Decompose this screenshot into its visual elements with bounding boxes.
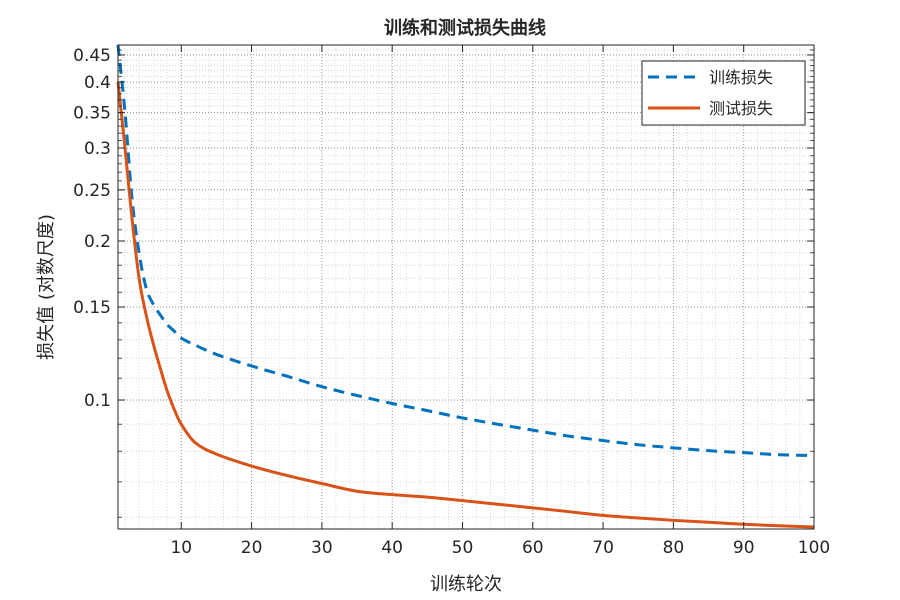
- legend: 训练损失 测试损失: [641, 60, 806, 126]
- x-tick-label: 20: [241, 538, 263, 558]
- x-tick-label: 30: [311, 538, 333, 558]
- plot-frame: [117, 44, 815, 530]
- x-tick-label: 50: [452, 538, 474, 558]
- x-tick-label: 100: [798, 538, 830, 558]
- x-axis-label: 训练轮次: [430, 574, 502, 595]
- y-tick-label: 0.15: [73, 298, 111, 318]
- legend-label-test: 测试损失: [709, 99, 773, 118]
- legend-label-train: 训练损失: [709, 68, 773, 87]
- tick-labels: 10 20 30 40 50 60 70 80 90 100 0.1 0.15 0.2 0.25 0.3 0.…: [73, 46, 830, 558]
- series-line-train-loss: [116, 44, 815, 458]
- legend-box: [641, 60, 806, 126]
- y-tick-label: 0.25: [73, 181, 111, 201]
- y-tick-label: 0.2: [84, 232, 111, 252]
- chart-title: 训练和测试损失曲线: [384, 17, 546, 39]
- x-tick-label: 80: [663, 538, 685, 558]
- x-tick-label: 10: [170, 538, 192, 558]
- y-tick-label: 0.1: [84, 391, 111, 411]
- series-layer: [116, 44, 815, 529]
- x-tick-label: 70: [592, 538, 614, 558]
- y-axis-label: 损失值 (对数尺度): [36, 214, 57, 360]
- series-line-test-loss: [116, 81, 815, 529]
- y-tick-label: 0.45: [73, 46, 111, 66]
- y-tick-label: 0.35: [73, 104, 111, 124]
- x-tick-label: 60: [522, 538, 544, 558]
- x-tick-label: 40: [381, 538, 403, 558]
- plot-area: [118, 45, 814, 529]
- y-tick-label: 0.3: [84, 139, 111, 159]
- axis-ticks: [118, 44, 815, 529]
- y-tick-label: 0.4: [84, 73, 111, 93]
- x-tick-label: 90: [733, 538, 755, 558]
